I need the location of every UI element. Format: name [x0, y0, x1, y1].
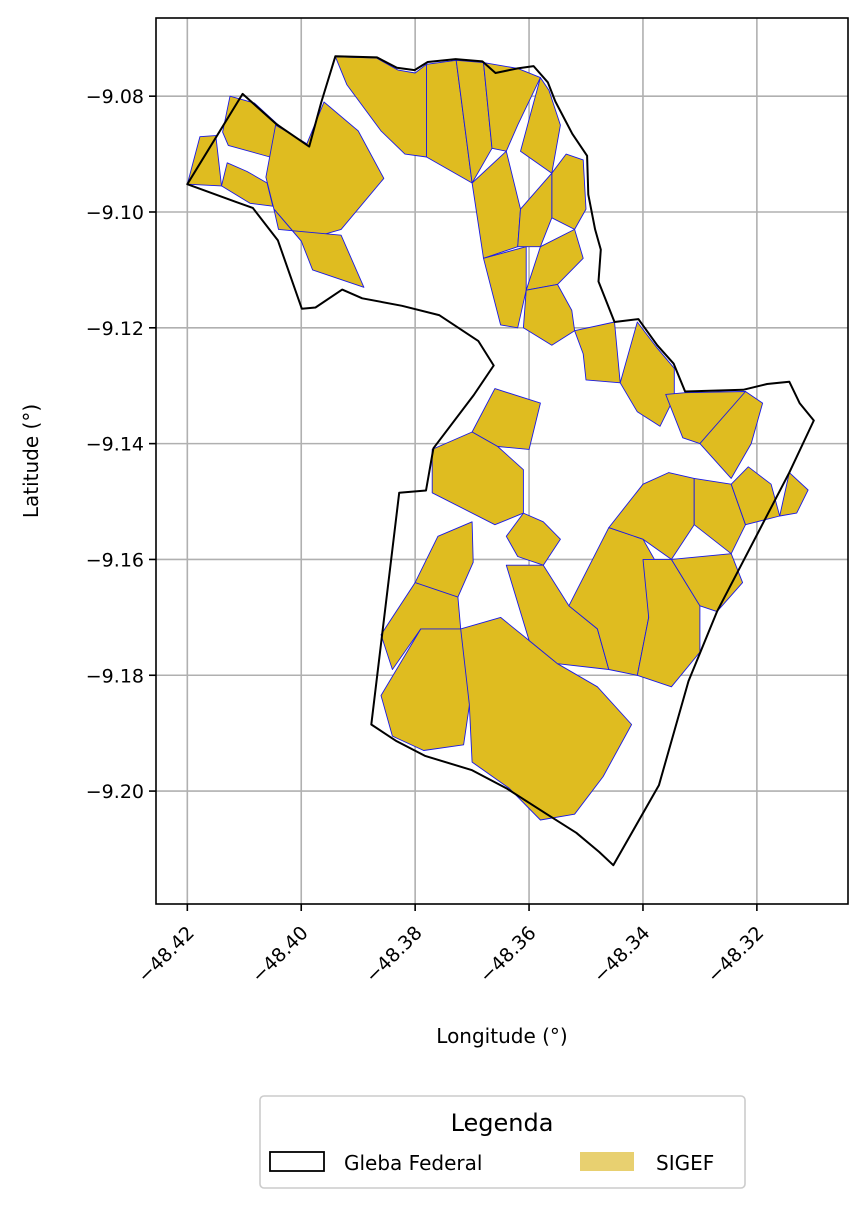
y-tick-label-4: −9.16: [86, 549, 144, 571]
sigef-parcel-20: [471, 388, 541, 450]
y-tick-label-0: −9.08: [86, 86, 144, 108]
y-axis-ticks: −9.08 −9.10 −9.12 −9.14 −9.16 −9.18 −9.20: [86, 86, 156, 803]
y-tick-label-1: −9.10: [86, 202, 144, 224]
sigef-parcel-19: [699, 391, 764, 479]
sigef-layer: [186, 56, 809, 821]
y-axis-label: Latitude (°): [19, 404, 43, 518]
legend-swatch-gleba-federal: [269, 1151, 325, 1172]
sigef-parcel-10: [520, 77, 561, 174]
legend-swatch-sigef: [580, 1152, 634, 1171]
sigef-parcel-16: [574, 321, 621, 384]
y-tick-label-5: −9.18: [86, 665, 144, 687]
y-tick-label-6: −9.20: [86, 781, 144, 803]
gleba-federal-layer: [186, 55, 815, 867]
y-tick-label-2: −9.12: [86, 318, 144, 340]
x-axis-label: Longitude (°): [436, 1024, 567, 1048]
legend-title: Legenda: [451, 1109, 554, 1137]
sigef-parcel-13: [525, 228, 584, 291]
sigef-parcel-12: [517, 172, 553, 248]
axes-frame: [155, 17, 849, 905]
y-tick-label-3: −9.14: [86, 434, 144, 456]
sigef-parcel-17: [619, 321, 675, 427]
sigef-parcel-34: [779, 472, 809, 517]
sigef-parcel-0: [186, 135, 222, 187]
gleba-federal-boundary: [186, 55, 815, 867]
legend-label-sigef: SIGEF: [656, 1151, 714, 1175]
sigef-parcel-14: [483, 246, 527, 329]
sigef-parcel-4: [273, 208, 365, 288]
sigef-parcel-30: [693, 477, 746, 555]
legend: Legenda Gleba Federal SIGEF: [259, 1095, 746, 1189]
legend-label-gleba-federal: Gleba Federal: [344, 1151, 482, 1175]
